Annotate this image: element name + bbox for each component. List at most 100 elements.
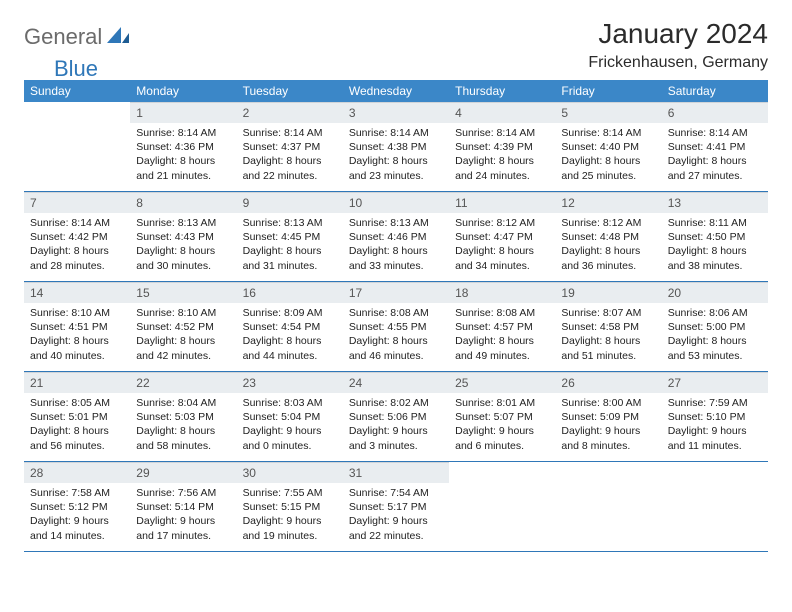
- day-number: 10: [343, 192, 449, 213]
- day-detail: Sunrise: 7:55 AMSunset: 5:15 PMDaylight:…: [237, 483, 343, 551]
- day-detail: Sunrise: 8:08 AMSunset: 4:55 PMDaylight:…: [343, 303, 449, 371]
- dayname-monday: Monday: [130, 80, 236, 102]
- day-number: 1: [130, 102, 236, 123]
- week-row: 14Sunrise: 8:10 AMSunset: 4:51 PMDayligh…: [24, 282, 768, 372]
- logo-sail-icon: [107, 25, 129, 50]
- day-detail: Sunrise: 7:59 AMSunset: 5:10 PMDaylight:…: [662, 393, 768, 461]
- day-detail: [662, 482, 768, 550]
- day-number: 30: [237, 462, 343, 483]
- day-cell: 31Sunrise: 7:54 AMSunset: 5:17 PMDayligh…: [343, 462, 449, 552]
- logo: General: [24, 24, 107, 50]
- day-number: 28: [24, 462, 130, 483]
- location-label: Frickenhausen, Germany: [588, 54, 768, 72]
- day-number: 21: [24, 372, 130, 393]
- day-number: 3: [343, 102, 449, 123]
- day-detail: Sunrise: 8:10 AMSunset: 4:52 PMDaylight:…: [130, 303, 236, 371]
- dayname-friday: Friday: [555, 80, 661, 102]
- day-detail: Sunrise: 8:07 AMSunset: 4:58 PMDaylight:…: [555, 303, 661, 371]
- day-cell: 22Sunrise: 8:04 AMSunset: 5:03 PMDayligh…: [130, 372, 236, 462]
- day-number: 15: [130, 282, 236, 303]
- day-detail: Sunrise: 8:13 AMSunset: 4:46 PMDaylight:…: [343, 213, 449, 281]
- day-number: 4: [449, 102, 555, 123]
- dayname-saturday: Saturday: [662, 80, 768, 102]
- day-number: 12: [555, 192, 661, 213]
- dayname-thursday: Thursday: [449, 80, 555, 102]
- day-cell: 19Sunrise: 8:07 AMSunset: 4:58 PMDayligh…: [555, 282, 661, 372]
- day-number: 13: [662, 192, 768, 213]
- day-detail: Sunrise: 8:06 AMSunset: 5:00 PMDaylight:…: [662, 303, 768, 371]
- day-cell: [24, 102, 130, 192]
- day-number: 23: [237, 372, 343, 393]
- day-detail: [555, 482, 661, 550]
- day-detail: Sunrise: 8:14 AMSunset: 4:37 PMDaylight:…: [237, 123, 343, 191]
- title-block: January 2024 Frickenhausen, Germany: [588, 18, 768, 72]
- day-number: 16: [237, 282, 343, 303]
- day-cell: 8Sunrise: 8:13 AMSunset: 4:43 PMDaylight…: [130, 192, 236, 282]
- logo-text-general: General: [24, 24, 102, 50]
- day-number: [449, 462, 555, 482]
- day-cell: 14Sunrise: 8:10 AMSunset: 4:51 PMDayligh…: [24, 282, 130, 372]
- day-number: 29: [130, 462, 236, 483]
- day-detail: Sunrise: 8:14 AMSunset: 4:39 PMDaylight:…: [449, 123, 555, 191]
- day-cell: 13Sunrise: 8:11 AMSunset: 4:50 PMDayligh…: [662, 192, 768, 282]
- day-number: 6: [662, 102, 768, 123]
- week-row: 1Sunrise: 8:14 AMSunset: 4:36 PMDaylight…: [24, 102, 768, 192]
- day-cell: 3Sunrise: 8:14 AMSunset: 4:38 PMDaylight…: [343, 102, 449, 192]
- day-number: 2: [237, 102, 343, 123]
- day-detail: Sunrise: 8:14 AMSunset: 4:38 PMDaylight:…: [343, 123, 449, 191]
- day-detail: Sunrise: 8:12 AMSunset: 4:47 PMDaylight:…: [449, 213, 555, 281]
- day-cell: 30Sunrise: 7:55 AMSunset: 5:15 PMDayligh…: [237, 462, 343, 552]
- day-number: [662, 462, 768, 482]
- day-detail: Sunrise: 8:03 AMSunset: 5:04 PMDaylight:…: [237, 393, 343, 461]
- day-cell: [449, 462, 555, 552]
- day-cell: 11Sunrise: 8:12 AMSunset: 4:47 PMDayligh…: [449, 192, 555, 282]
- page-title: January 2024: [588, 18, 768, 50]
- day-cell: 18Sunrise: 8:08 AMSunset: 4:57 PMDayligh…: [449, 282, 555, 372]
- day-detail: Sunrise: 8:08 AMSunset: 4:57 PMDaylight:…: [449, 303, 555, 371]
- header: General January 2024 Frickenhausen, Germ…: [24, 18, 768, 72]
- day-detail: Sunrise: 8:13 AMSunset: 4:43 PMDaylight:…: [130, 213, 236, 281]
- dayname-sunday: Sunday: [24, 80, 130, 102]
- day-cell: 28Sunrise: 7:58 AMSunset: 5:12 PMDayligh…: [24, 462, 130, 552]
- day-cell: [662, 462, 768, 552]
- day-cell: 5Sunrise: 8:14 AMSunset: 4:40 PMDaylight…: [555, 102, 661, 192]
- day-cell: 20Sunrise: 8:06 AMSunset: 5:00 PMDayligh…: [662, 282, 768, 372]
- day-cell: [555, 462, 661, 552]
- day-cell: 21Sunrise: 8:05 AMSunset: 5:01 PMDayligh…: [24, 372, 130, 462]
- day-cell: 29Sunrise: 7:56 AMSunset: 5:14 PMDayligh…: [130, 462, 236, 552]
- day-number: 11: [449, 192, 555, 213]
- day-detail: Sunrise: 8:14 AMSunset: 4:40 PMDaylight:…: [555, 123, 661, 191]
- day-number: 7: [24, 192, 130, 213]
- week-row: 7Sunrise: 8:14 AMSunset: 4:42 PMDaylight…: [24, 192, 768, 282]
- calendar-table: Sunday Monday Tuesday Wednesday Thursday…: [24, 80, 768, 552]
- day-cell: 4Sunrise: 8:14 AMSunset: 4:39 PMDaylight…: [449, 102, 555, 192]
- day-detail: Sunrise: 8:04 AMSunset: 5:03 PMDaylight:…: [130, 393, 236, 461]
- day-detail: [24, 122, 130, 190]
- day-detail: Sunrise: 8:10 AMSunset: 4:51 PMDaylight:…: [24, 303, 130, 371]
- day-number: 19: [555, 282, 661, 303]
- day-detail: Sunrise: 8:13 AMSunset: 4:45 PMDaylight:…: [237, 213, 343, 281]
- day-detail: Sunrise: 8:12 AMSunset: 4:48 PMDaylight:…: [555, 213, 661, 281]
- day-detail: [449, 482, 555, 550]
- day-cell: 10Sunrise: 8:13 AMSunset: 4:46 PMDayligh…: [343, 192, 449, 282]
- day-detail: Sunrise: 8:00 AMSunset: 5:09 PMDaylight:…: [555, 393, 661, 461]
- day-cell: 9Sunrise: 8:13 AMSunset: 4:45 PMDaylight…: [237, 192, 343, 282]
- day-number: 8: [130, 192, 236, 213]
- day-cell: 25Sunrise: 8:01 AMSunset: 5:07 PMDayligh…: [449, 372, 555, 462]
- day-detail: Sunrise: 7:54 AMSunset: 5:17 PMDaylight:…: [343, 483, 449, 551]
- day-detail: Sunrise: 7:56 AMSunset: 5:14 PMDaylight:…: [130, 483, 236, 551]
- day-detail: Sunrise: 7:58 AMSunset: 5:12 PMDaylight:…: [24, 483, 130, 551]
- day-detail: Sunrise: 8:01 AMSunset: 5:07 PMDaylight:…: [449, 393, 555, 461]
- day-detail: Sunrise: 8:14 AMSunset: 4:42 PMDaylight:…: [24, 213, 130, 281]
- dayname-tuesday: Tuesday: [237, 80, 343, 102]
- day-number: 9: [237, 192, 343, 213]
- day-number: [24, 102, 130, 122]
- day-number: 25: [449, 372, 555, 393]
- calendar-body: 1Sunrise: 8:14 AMSunset: 4:36 PMDaylight…: [24, 102, 768, 552]
- day-cell: 23Sunrise: 8:03 AMSunset: 5:04 PMDayligh…: [237, 372, 343, 462]
- day-number: 5: [555, 102, 661, 123]
- day-number: 14: [24, 282, 130, 303]
- day-cell: 16Sunrise: 8:09 AMSunset: 4:54 PMDayligh…: [237, 282, 343, 372]
- day-header-row: Sunday Monday Tuesday Wednesday Thursday…: [24, 80, 768, 102]
- day-cell: 17Sunrise: 8:08 AMSunset: 4:55 PMDayligh…: [343, 282, 449, 372]
